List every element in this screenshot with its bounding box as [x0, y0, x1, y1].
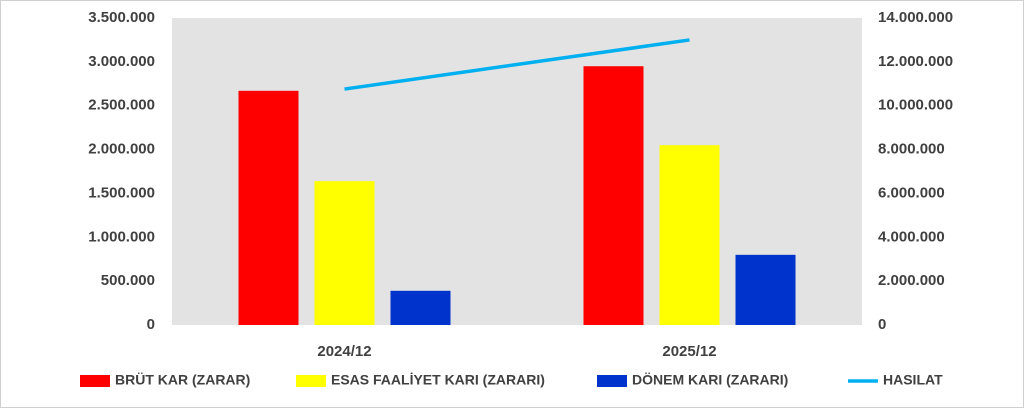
bar [314, 181, 375, 325]
y2-tick-label: 14.000.000 [878, 9, 953, 26]
y2-tick-label: 12.000.000 [878, 53, 953, 70]
legend-label: DÖNEM KARI (ZARARI) [632, 372, 788, 388]
y2-tick-label: 4.000.000 [878, 228, 945, 245]
legend-swatch [80, 375, 110, 387]
y2-tick-label: 8.000.000 [878, 141, 945, 158]
bar [583, 66, 644, 325]
legend-swatch [597, 375, 627, 387]
y2-tick-label: 6.000.000 [878, 184, 945, 201]
y-tick-label: 500.000 [101, 272, 155, 289]
y2-tick-label: 2.000.000 [878, 272, 945, 289]
y-tick-label: 0 [147, 316, 155, 333]
y2-tick-label: 10.000.000 [878, 97, 953, 114]
line [344, 38, 690, 91]
bar [238, 90, 299, 325]
x-tick-label: 2024/12 [317, 343, 371, 360]
y-tick-label: 2.500.000 [88, 97, 155, 114]
y-tick-label: 2.000.000 [88, 141, 155, 158]
legend-label: HASILAT [883, 372, 943, 388]
x-tick-label: 2025/12 [662, 343, 716, 360]
bar [659, 145, 720, 325]
y-tick-label: 3.000.000 [88, 53, 155, 70]
legend-swatch [296, 375, 326, 387]
bar [735, 254, 796, 325]
y-tick-label: 1.500.000 [88, 184, 155, 201]
bar [390, 290, 451, 325]
y-tick-label: 3.500.000 [88, 9, 155, 26]
legend-label: ESAS FAALİYET KARI (ZARARI) [331, 372, 545, 388]
legend-label: BRÜT KAR (ZARAR) [115, 372, 250, 388]
y2-tick-label: 0 [878, 316, 886, 333]
y-tick-label: 1.000.000 [88, 228, 155, 245]
